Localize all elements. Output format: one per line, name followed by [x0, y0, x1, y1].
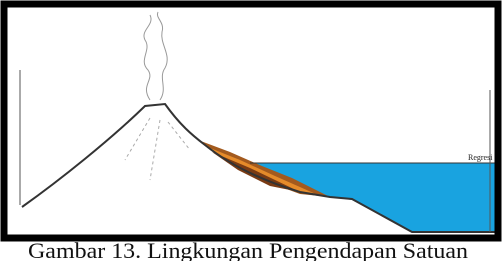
page: {"diagram": {"label": "Regresi", "captio… — [0, 0, 502, 261]
caption: Gambar 13. Lingkungan Pengendapan Satuan — [28, 238, 468, 261]
regression-label: Regresi — [468, 153, 493, 162]
diagram: Regresi Gambar 13. Lingkungan Pengendapa… — [0, 0, 502, 261]
